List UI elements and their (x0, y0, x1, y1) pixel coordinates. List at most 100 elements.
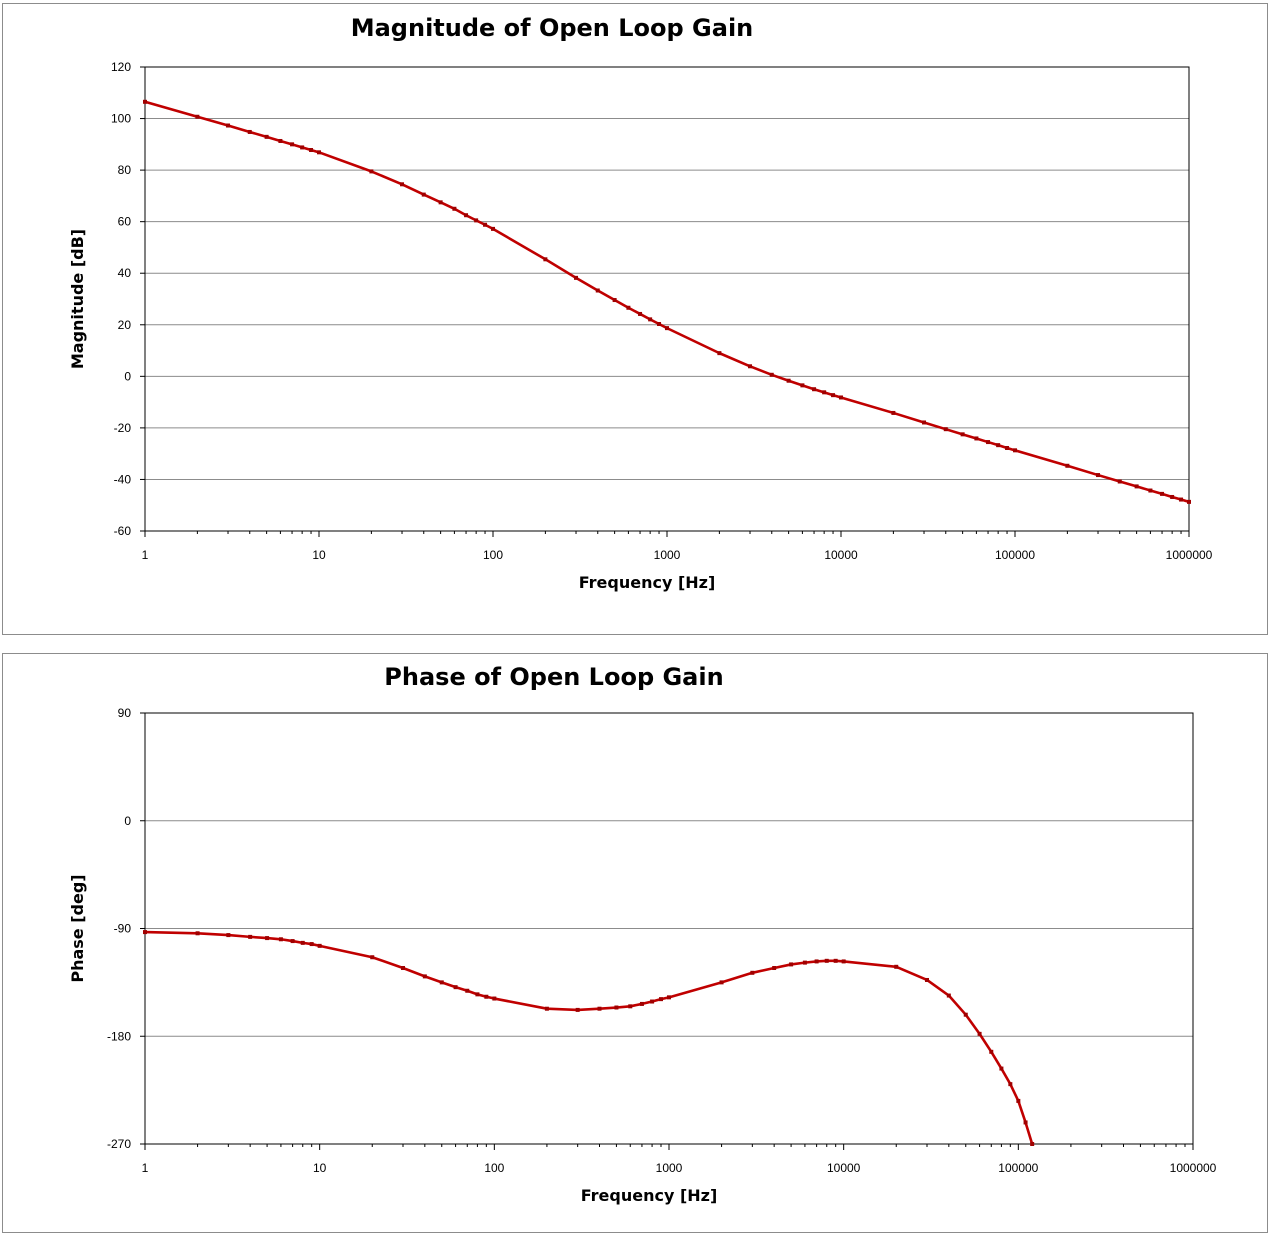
magnitude-data-point (831, 393, 836, 398)
magnitude-data-point (922, 420, 927, 425)
magnitude-data-point (1148, 488, 1153, 493)
magnitude-y-tick-label: 40 (118, 266, 132, 280)
magnitude-chart-title: Magnitude of Open Loop Gain (351, 14, 754, 42)
phase-y-tick-label: -180 (107, 1029, 131, 1043)
phase-data-point (789, 962, 794, 967)
magnitude-data-point (1170, 494, 1175, 499)
magnitude-data-point (769, 372, 774, 377)
phase-x-tick-label: 10000 (827, 1161, 861, 1175)
phase-data-point (544, 1006, 549, 1011)
magnitude-data-point (247, 129, 252, 134)
phase-y-tick-label: 0 (124, 814, 131, 828)
phase-data-point (401, 966, 406, 971)
phase-data-point (317, 943, 322, 948)
magnitude-data-point (974, 436, 979, 441)
phase-y-tick-label: 90 (118, 706, 132, 720)
magnitude-data-point (748, 364, 753, 369)
phase-data-point (925, 977, 930, 982)
phase-data-point (1023, 1120, 1028, 1125)
magnitude-data-point (657, 322, 662, 327)
magnitude-data-point (612, 298, 617, 303)
phase-data-point (963, 1012, 968, 1017)
phase-chart: Phase of Open Loop Gain 90 0 -90 -180 -270 1 10… (68, 663, 1217, 1205)
phase-y-tick-label: -90 (114, 922, 132, 936)
phase-data-point (841, 959, 846, 964)
phase-data-point (575, 1007, 580, 1012)
magnitude-x-tick-label: 1 (142, 548, 149, 562)
phase-chart-panel: Phase of Open Loop Gain 90 0 -90 -180 -270 1 10… (2, 653, 1268, 1233)
phase-data-point (300, 940, 305, 945)
phase-data-point (894, 964, 899, 969)
phase-chart-title: Phase of Open Loop Gain (384, 663, 723, 691)
magnitude-data-point (369, 169, 374, 174)
magnitude-data-point (278, 138, 283, 143)
magnitude-data-point (822, 390, 827, 395)
magnitude-data-point (665, 326, 669, 331)
magnitude-x-tick-label: 100 (483, 548, 503, 562)
magnitude-x-tick-label: 100000 (995, 548, 1035, 562)
phase-series-line (145, 930, 1034, 1145)
magnitude-data-point (1005, 445, 1010, 450)
phase-data-point (639, 1001, 644, 1006)
phase-data-point (614, 1005, 619, 1010)
phase-data-point (650, 999, 655, 1004)
phase-data-point (309, 942, 314, 947)
phase-data-point (772, 966, 777, 971)
magnitude-data-point (595, 288, 600, 293)
magnitude-data-point (638, 311, 643, 316)
magnitude-x-tick-label: 10000 (824, 548, 858, 562)
phase-data-point (143, 930, 147, 935)
magnitude-y-tick-label: -60 (114, 524, 132, 538)
magnitude-data-point (996, 443, 1001, 448)
magnitude-data-point (438, 200, 443, 205)
phase-data-point (278, 937, 283, 942)
magnitude-data-point (400, 182, 405, 187)
magnitude-y-tick-label: 100 (111, 112, 131, 126)
magnitude-plot-area (144, 66, 1190, 532)
magnitude-x-tick-label: 1000 (654, 548, 681, 562)
phase-x-tick-label: 10 (313, 1161, 327, 1175)
phase-x-tick-label: 1000000 (1170, 1161, 1217, 1175)
phase-x-tick-label: 100 (484, 1161, 504, 1175)
magnitude-y-tick-label: 60 (118, 215, 132, 229)
magnitude-data-point (648, 317, 653, 322)
magnitude-chart-panel: Magnitude of Open Loop Gain 120 100 80 60 40 2… (2, 3, 1268, 635)
phase-data-point (719, 980, 724, 985)
phase-data-point (628, 1004, 633, 1009)
magnitude-y-tick-label: 80 (118, 163, 132, 177)
phase-data-point (422, 974, 427, 979)
magnitude-data-point (1013, 448, 1017, 453)
magnitude-data-point (1160, 491, 1165, 496)
magnitude-data-point (943, 427, 948, 432)
magnitude-data-point (317, 150, 321, 155)
phase-data-point (824, 958, 829, 963)
magnitude-data-point (226, 123, 231, 128)
magnitude-data-point (1187, 499, 1191, 504)
magnitude-data-point (717, 351, 722, 356)
magnitude-data-point (421, 192, 426, 197)
magnitude-data-point (1096, 473, 1101, 478)
magnitude-y-tick-label: -20 (114, 421, 132, 435)
magnitude-chart: Magnitude of Open Loop Gain1201008060402… (68, 14, 1213, 592)
phase-data-point (465, 988, 470, 993)
phase-data-point (999, 1066, 1004, 1071)
phase-data-point (1008, 1082, 1013, 1087)
phase-data-point (802, 960, 807, 965)
phase-data-point (453, 985, 458, 990)
magnitude-x-tick-label: 10 (312, 548, 326, 562)
phase-data-point (484, 994, 489, 999)
phase-data-point (659, 997, 664, 1002)
magnitude-data-point (786, 378, 791, 383)
magnitude-data-point (839, 395, 843, 400)
phase-y-tick-label: -270 (107, 1137, 131, 1151)
magnitude-y-tick-label: -40 (114, 472, 132, 486)
phase-data-point (265, 936, 270, 941)
magnitude-data-point (474, 218, 479, 223)
magnitude-data-point (309, 148, 314, 153)
magnitude-data-point (464, 213, 469, 218)
phase-data-point (946, 993, 951, 998)
magnitude-data-point (800, 383, 805, 388)
magnitude-x-tick-label: 1000000 (1166, 548, 1213, 562)
magnitude-data-point (452, 206, 457, 211)
magnitude-y-tick-label: 120 (111, 60, 131, 74)
